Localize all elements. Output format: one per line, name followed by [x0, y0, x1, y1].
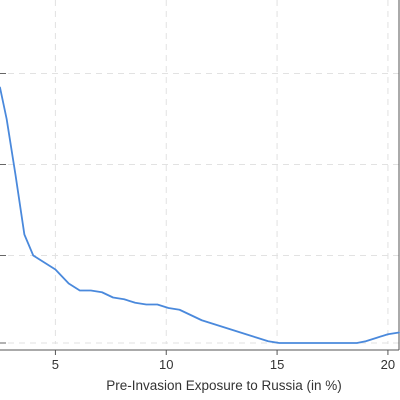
- axes: [0, 0, 400, 355]
- x-axis-title: Pre-Invasion Exposure to Russia (in %): [106, 378, 342, 393]
- x-tick-label: 15: [270, 357, 284, 372]
- series-line: [0, 86, 400, 344]
- x-tick-label: 10: [159, 357, 173, 372]
- series-layer: [0, 86, 400, 344]
- x-tick-label: 20: [381, 357, 395, 372]
- x-tick-labels: 5 10 15 20: [52, 357, 395, 372]
- x-tick-label: 5: [52, 357, 59, 372]
- gridlines: [8, 0, 399, 344]
